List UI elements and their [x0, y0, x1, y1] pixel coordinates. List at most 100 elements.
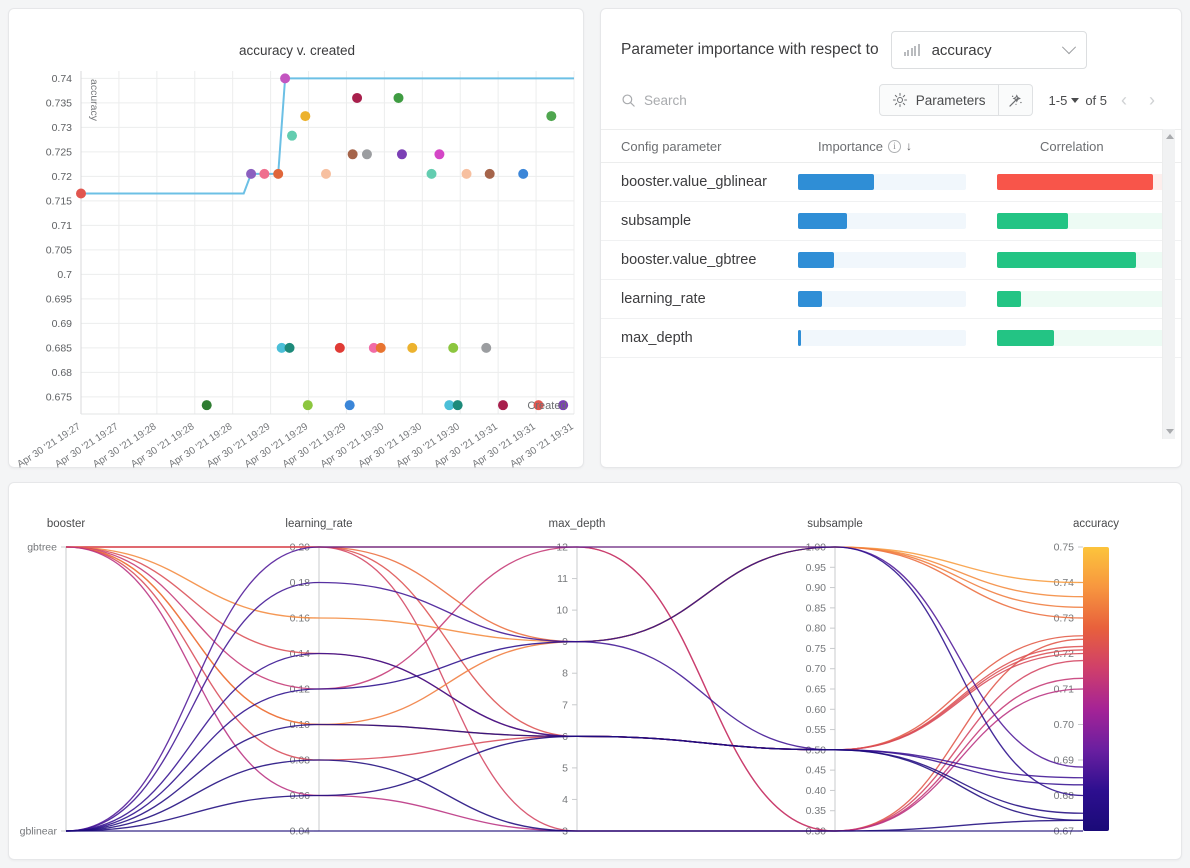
- scatter-point[interactable]: [434, 149, 445, 160]
- pc-line[interactable]: [65, 546, 1084, 643]
- x-axis-tick: Apr 30 '21 19:30: [395, 421, 463, 469]
- scatter-point[interactable]: [461, 168, 472, 179]
- pc-axis-tick: 0.85: [806, 602, 827, 614]
- scatter-point[interactable]: [201, 400, 212, 411]
- scatter-point[interactable]: [321, 168, 332, 179]
- scatter-point[interactable]: [344, 400, 355, 411]
- pc-color-axis-tick: 0.70: [1054, 719, 1075, 731]
- x-axis-tick: Apr 30 '21 19:28: [129, 421, 197, 469]
- column-header-correlation[interactable]: Correlation: [1040, 138, 1104, 154]
- metric-select[interactable]: accuracy: [890, 31, 1087, 69]
- scatter-point[interactable]: [352, 92, 363, 103]
- y-axis-tick: 0.675: [46, 391, 72, 403]
- pc-line[interactable]: [65, 546, 1084, 832]
- pc-line[interactable]: [65, 652, 1084, 832]
- scatter-point[interactable]: [76, 188, 86, 199]
- scatter-point[interactable]: [284, 342, 295, 353]
- table-row[interactable]: booster.value_gblinear: [601, 163, 1181, 202]
- scatter-point[interactable]: [407, 342, 418, 353]
- parallel-coordinates-panel: booster gbtree gblinear learning_rate 0.20 0.…: [8, 482, 1182, 860]
- pc-axis-tick: 0.35: [806, 805, 827, 817]
- parameters-button[interactable]: Parameters: [878, 84, 999, 116]
- importance-bar-track: [797, 213, 966, 229]
- scatter-point[interactable]: [287, 130, 298, 141]
- x-axis-tick: Apr 30 '21 19:30: [319, 421, 387, 469]
- scatter-point[interactable]: [368, 342, 379, 353]
- scroll-up-icon[interactable]: [1165, 134, 1174, 139]
- scatter-point[interactable]: [481, 342, 492, 353]
- pagination-next-icon[interactable]: ›: [1149, 90, 1155, 110]
- scatter-point[interactable]: [302, 400, 313, 411]
- pc-color-axis-label: accuracy: [1073, 518, 1119, 530]
- scatter-point[interactable]: [558, 400, 569, 411]
- y-axis-tick: 0.7: [57, 269, 72, 281]
- pc-color-axis-tick: 0.68: [1054, 790, 1075, 802]
- scatter-point[interactable]: [484, 168, 495, 179]
- scatter-point[interactable]: [426, 168, 437, 179]
- table-row[interactable]: learning_rate: [601, 280, 1181, 319]
- scatter-point[interactable]: [280, 73, 291, 84]
- scatter-point[interactable]: [300, 111, 311, 122]
- scatter-point[interactable]: [375, 342, 386, 353]
- importance-bar-fill: [797, 330, 802, 346]
- pc-axis-tick: 0.90: [806, 582, 827, 594]
- x-axis-tick: Apr 30 '21 19:29: [205, 421, 273, 469]
- scatter-point[interactable]: [452, 400, 463, 411]
- magic-wand-button[interactable]: [998, 84, 1033, 116]
- scatter-point[interactable]: [347, 149, 358, 160]
- scatter-point[interactable]: [273, 168, 284, 179]
- table-row[interactable]: subsample: [601, 202, 1181, 241]
- pc-line[interactable]: [65, 581, 1084, 832]
- scatter-point[interactable]: [518, 168, 529, 179]
- info-icon[interactable]: i: [888, 139, 902, 153]
- pc-axis-label: max_depth: [549, 518, 606, 530]
- scatter-chart-svg[interactable]: 0.74 0.735 0.73 0.725 0.72 0.715 0.71 0.705 0.7 0…: [9, 9, 585, 469]
- y-axis-tick: 0.72: [52, 171, 73, 183]
- x-axis-tick: Apr 30 '21 19:28: [167, 421, 235, 469]
- column-header-importance[interactable]: Importance i ↓: [818, 139, 1040, 154]
- search-input[interactable]: Search: [621, 93, 879, 108]
- table-row[interactable]: max_depth: [601, 319, 1181, 358]
- scatter-point[interactable]: [276, 342, 287, 353]
- correlation-bar-cell: [997, 291, 1181, 307]
- scatter-point[interactable]: [498, 400, 509, 411]
- scatter-point[interactable]: [444, 400, 455, 411]
- correlation-bar-fill: [997, 330, 1055, 346]
- scatter-point[interactable]: [246, 168, 257, 179]
- scatter-point[interactable]: [334, 342, 345, 353]
- table-row[interactable]: booster.value_gbtree: [601, 241, 1181, 280]
- scatter-point[interactable]: [396, 149, 407, 160]
- pc-line[interactable]: [65, 546, 1084, 832]
- pc-axis-tick: 0.55: [806, 724, 827, 736]
- chevron-down-icon: [1071, 97, 1080, 103]
- scatter-point[interactable]: [448, 342, 459, 353]
- scroll-down-icon[interactable]: [1165, 429, 1174, 434]
- pc-axis-label: learning_rate: [285, 518, 352, 530]
- search-placeholder: Search: [644, 92, 687, 108]
- scatter-point[interactable]: [546, 111, 557, 122]
- column-header-config-parameter[interactable]: Config parameter: [621, 138, 722, 154]
- bar-chart-icon: [903, 44, 920, 56]
- pc-axis-tick: 0.75: [806, 643, 827, 655]
- parameters-button-label: Parameters: [915, 92, 986, 108]
- pagination-range-select[interactable]: 1-5: [1049, 93, 1080, 108]
- y-axis-tick: 0.74: [52, 73, 73, 85]
- scatter-point[interactable]: [361, 149, 372, 160]
- pc-line[interactable]: [65, 546, 1084, 832]
- scatter-point[interactable]: [393, 92, 404, 103]
- pc-line[interactable]: [65, 546, 1084, 726]
- parallel-coordinates-svg[interactable]: boostergbtreegblinearlearning_rate0.200.…: [9, 483, 1183, 861]
- y-axis-title: accuracy: [88, 79, 100, 122]
- importance-bar-track: [797, 291, 966, 307]
- importance-table-scrollbar[interactable]: [1162, 129, 1175, 439]
- scatter-point[interactable]: [533, 400, 544, 411]
- correlation-bar-track: [997, 330, 1166, 346]
- importance-bar-fill: [797, 291, 823, 307]
- pc-axis-tick: 0.40: [806, 785, 827, 797]
- pagination-prev-icon[interactable]: ‹: [1121, 90, 1127, 110]
- correlation-bar-track: [997, 291, 1166, 307]
- y-axis-tick: 0.71: [52, 220, 73, 232]
- pc-axis-tick: 0.65: [806, 684, 827, 696]
- pc-line[interactable]: [65, 735, 1084, 832]
- scatter-point[interactable]: [259, 168, 270, 179]
